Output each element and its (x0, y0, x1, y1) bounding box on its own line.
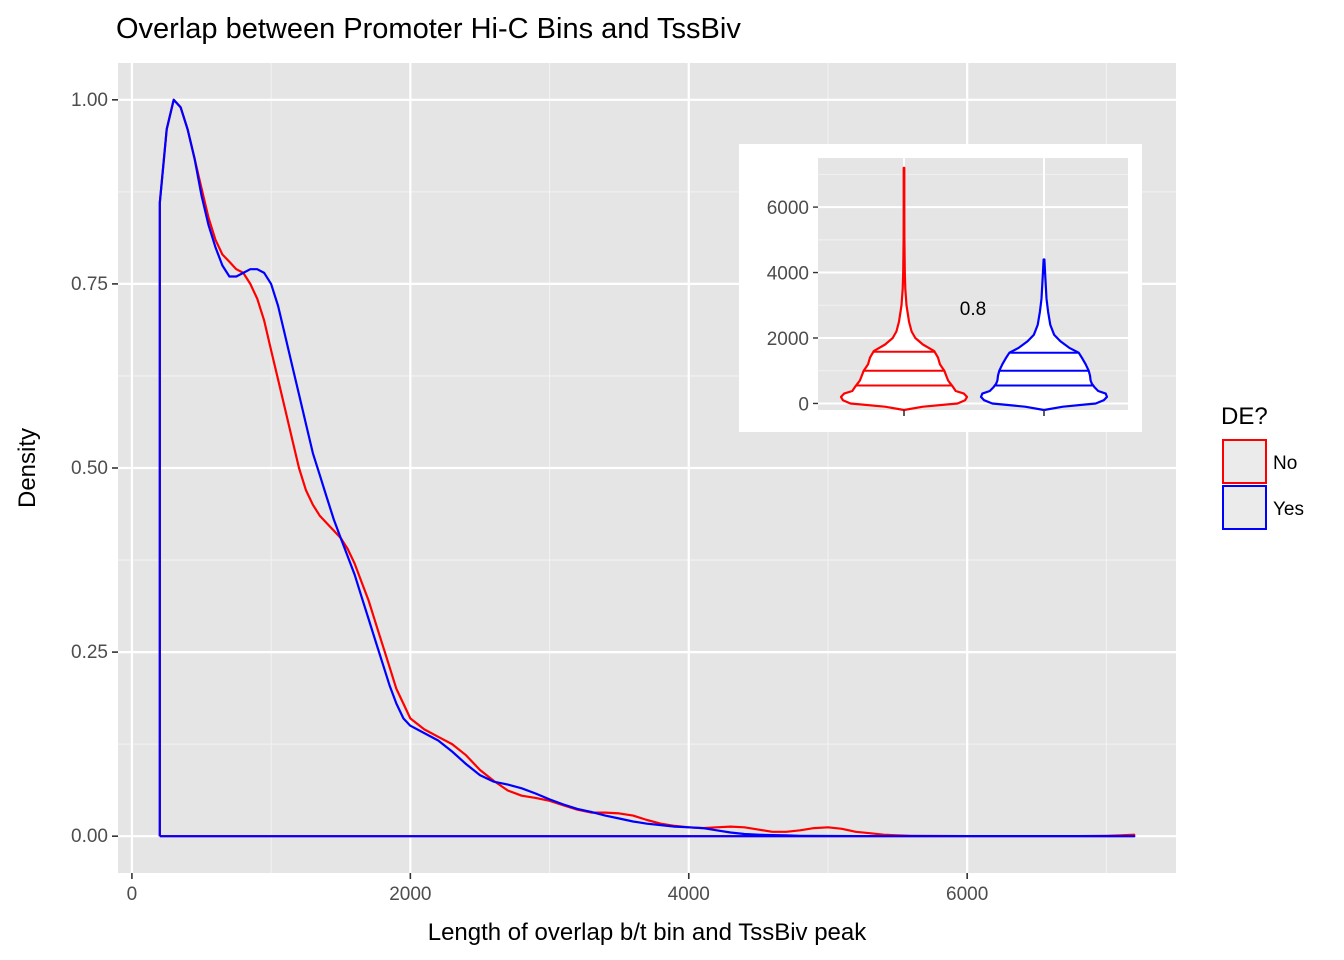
inset-y-tick-label: 0 (798, 394, 809, 415)
x-axis-title: Length of overlap b/t bin and TssBiv pea… (428, 919, 868, 946)
y-axis-title: Density (14, 428, 41, 508)
y-tick-label: 0.50 (71, 458, 108, 479)
y-tick-label: 0.25 (71, 642, 108, 663)
inset-y-tick-label: 2000 (767, 329, 809, 350)
legend-entries: No Yes (1222, 439, 1304, 530)
x-tick-label: 0 (127, 884, 138, 905)
x-tick-label: 2000 (389, 884, 431, 905)
chart-title: Overlap between Promoter Hi-C Bins and T… (116, 13, 741, 45)
legend-label-yes: Yes (1273, 499, 1304, 520)
y-tick-label: 0.00 (71, 826, 108, 847)
violin-yes (979, 258, 1109, 412)
legend-label-no: No (1273, 453, 1297, 474)
legend: DE? No Yes (1221, 403, 1304, 530)
inset-annotation: 0.8 (960, 299, 986, 320)
x-tick-label: 4000 (668, 884, 710, 905)
legend-key-no (1222, 439, 1267, 484)
main-series (158, 98, 1136, 838)
x-tick-label: 6000 (946, 884, 988, 905)
legend-title: DE? (1221, 403, 1268, 430)
inset-violin-plot: 0 2000 4000 6000 0.8 (739, 144, 1142, 432)
inset-y-axis: 0 2000 4000 6000 (767, 198, 818, 415)
y-tick-label: 1.00 (71, 90, 108, 111)
main-y-axis: 0.00 0.25 0.50 0.75 1.00 (71, 90, 118, 847)
density-line-no (158, 98, 1136, 838)
inset-y-tick-label: 4000 (767, 264, 809, 285)
y-tick-label: 0.75 (71, 274, 108, 295)
inset-x-axis (903, 410, 1045, 416)
main-x-axis: 0 2000 4000 6000 (127, 873, 988, 905)
legend-key-yes (1222, 485, 1267, 530)
violin-no (839, 166, 969, 412)
main-grid-major (118, 63, 1176, 873)
inset-y-tick-label: 6000 (767, 198, 809, 219)
inset-violins (839, 166, 1109, 412)
density-line-yes (158, 98, 1136, 838)
